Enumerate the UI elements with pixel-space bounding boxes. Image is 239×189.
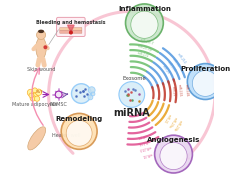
Circle shape xyxy=(32,93,38,99)
Circle shape xyxy=(70,31,72,34)
Ellipse shape xyxy=(28,127,46,150)
Circle shape xyxy=(29,93,34,98)
Circle shape xyxy=(32,88,37,93)
Polygon shape xyxy=(68,25,74,32)
Circle shape xyxy=(160,142,187,170)
Text: miR-132: miR-132 xyxy=(137,51,150,58)
Ellipse shape xyxy=(36,37,46,59)
Circle shape xyxy=(44,46,47,49)
Text: miR-29a: miR-29a xyxy=(167,115,177,128)
Text: Proliferation: Proliferation xyxy=(180,66,230,72)
Text: miR-210: miR-210 xyxy=(176,52,187,65)
Text: miR-126: miR-126 xyxy=(137,138,150,145)
FancyBboxPatch shape xyxy=(60,30,82,33)
Text: Healed well: Healed well xyxy=(52,133,81,138)
Circle shape xyxy=(71,84,91,103)
Circle shape xyxy=(119,82,145,107)
Circle shape xyxy=(55,91,62,98)
Circle shape xyxy=(61,113,97,149)
Text: miR-21: miR-21 xyxy=(171,85,176,96)
Circle shape xyxy=(187,64,223,99)
Circle shape xyxy=(27,89,34,96)
Circle shape xyxy=(192,70,218,96)
Text: miR-Let-7: miR-Let-7 xyxy=(139,38,154,46)
Text: miR-31: miR-31 xyxy=(141,151,152,157)
Text: miR-21-3p: miR-21-3p xyxy=(137,44,153,52)
Circle shape xyxy=(35,89,42,95)
Circle shape xyxy=(30,95,36,101)
Text: miR-210: miR-210 xyxy=(138,144,152,151)
Circle shape xyxy=(155,135,192,173)
Circle shape xyxy=(37,30,46,40)
Text: Skin wound: Skin wound xyxy=(27,67,55,71)
Circle shape xyxy=(91,92,95,96)
Circle shape xyxy=(34,96,40,101)
Text: miR-21: miR-21 xyxy=(161,65,170,76)
Circle shape xyxy=(88,95,93,100)
Circle shape xyxy=(131,11,158,38)
Text: Remodeling: Remodeling xyxy=(55,115,103,122)
Text: Exosome: Exosome xyxy=(123,76,146,81)
Text: miR-126: miR-126 xyxy=(165,60,176,72)
Text: miRNA: miRNA xyxy=(113,108,150,118)
Text: miR-29b: miR-29b xyxy=(172,119,182,132)
Text: miR-21: miR-21 xyxy=(162,112,171,123)
Text: ADMSC: ADMSC xyxy=(50,102,68,107)
Text: miR-21: miR-21 xyxy=(136,132,147,138)
Text: Bleeding and hemostasis: Bleeding and hemostasis xyxy=(36,20,106,25)
Circle shape xyxy=(66,120,92,146)
Text: miR-31: miR-31 xyxy=(171,57,181,68)
Text: Mature adipocytes: Mature adipocytes xyxy=(12,102,58,107)
Circle shape xyxy=(125,4,163,42)
Ellipse shape xyxy=(39,30,43,33)
Text: miR-146: miR-146 xyxy=(184,83,189,96)
Text: Inflammation: Inflammation xyxy=(118,6,171,12)
FancyBboxPatch shape xyxy=(57,17,85,36)
Circle shape xyxy=(88,87,95,94)
Text: miR-155: miR-155 xyxy=(177,84,182,97)
Text: SVF: SVF xyxy=(36,90,44,94)
Text: Angiogenesis: Angiogenesis xyxy=(147,137,200,143)
FancyBboxPatch shape xyxy=(60,28,82,30)
